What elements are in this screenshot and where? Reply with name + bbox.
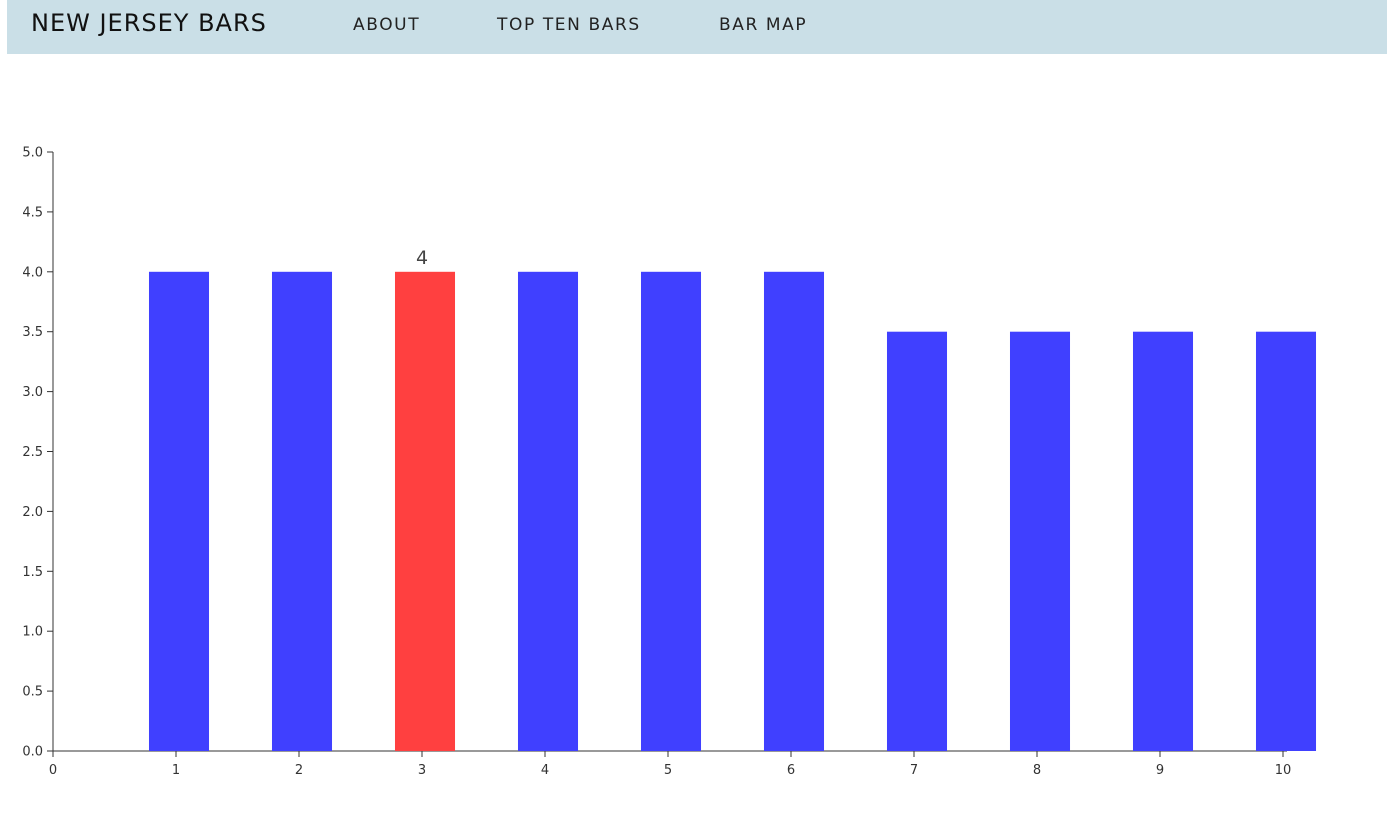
x-tick-label: 8 xyxy=(1033,763,1041,778)
bar-3[interactable] xyxy=(394,271,456,751)
x-tick-label: 10 xyxy=(1275,763,1292,778)
bar-7[interactable] xyxy=(886,331,948,751)
y-tick-label: 4.0 xyxy=(22,265,43,280)
nav-link-bar-map[interactable]: BAR MAP xyxy=(719,15,808,35)
y-tick-label: 0.5 xyxy=(22,685,43,700)
y-tick-label: 1.0 xyxy=(22,625,43,640)
x-tick-label: 4 xyxy=(541,763,549,778)
brand-link[interactable]: NEW JERSEY BARS xyxy=(31,9,267,37)
navbar: NEW JERSEY BARS ABOUT TOP TEN BARS BAR M… xyxy=(7,0,1387,54)
bar-9[interactable] xyxy=(1132,331,1194,751)
x-tick-label: 0 xyxy=(49,763,57,778)
x-tick-label: 1 xyxy=(172,763,180,778)
y-tick-label: 4.5 xyxy=(22,205,43,220)
bar-5[interactable] xyxy=(640,271,702,751)
bar-4[interactable] xyxy=(517,271,579,751)
bar-1[interactable] xyxy=(148,271,210,751)
x-tick-label: 3 xyxy=(418,763,426,778)
y-tick-label: 0.0 xyxy=(22,745,43,760)
y-tick-label: 2.0 xyxy=(22,505,43,520)
y-tick-label: 3.5 xyxy=(22,325,43,340)
nav-link-about[interactable]: ABOUT xyxy=(353,15,421,35)
x-axis: 0 1 2 3 4 5 6 7 8 9 10 xyxy=(49,750,1292,778)
bar-2[interactable] xyxy=(271,271,333,751)
data-labels: 4 xyxy=(416,247,428,269)
bar-8[interactable] xyxy=(1009,331,1071,751)
y-tick-label: 5.0 xyxy=(22,146,43,161)
x-tick-label: 7 xyxy=(910,763,918,778)
x-tick-label: 9 xyxy=(1156,763,1164,778)
nav-link-top-ten-bars[interactable]: TOP TEN BARS xyxy=(497,15,641,35)
y-tick-label: 1.5 xyxy=(22,565,43,580)
bar-10[interactable] xyxy=(1255,331,1317,751)
x-tick-label: 6 xyxy=(787,763,795,778)
x-tick-label: 2 xyxy=(295,763,303,778)
y-tick-label: 2.5 xyxy=(22,445,43,460)
bars xyxy=(148,271,1317,751)
data-label: 4 xyxy=(416,247,428,269)
y-tick-label: 3.0 xyxy=(22,385,43,400)
bar-6[interactable] xyxy=(763,271,825,751)
x-tick-label: 5 xyxy=(664,763,672,778)
y-axis: 0.0 0.5 1.0 1.5 2.0 2.5 3.0 3.5 4.0 4.5 5.0 xyxy=(22,146,54,760)
